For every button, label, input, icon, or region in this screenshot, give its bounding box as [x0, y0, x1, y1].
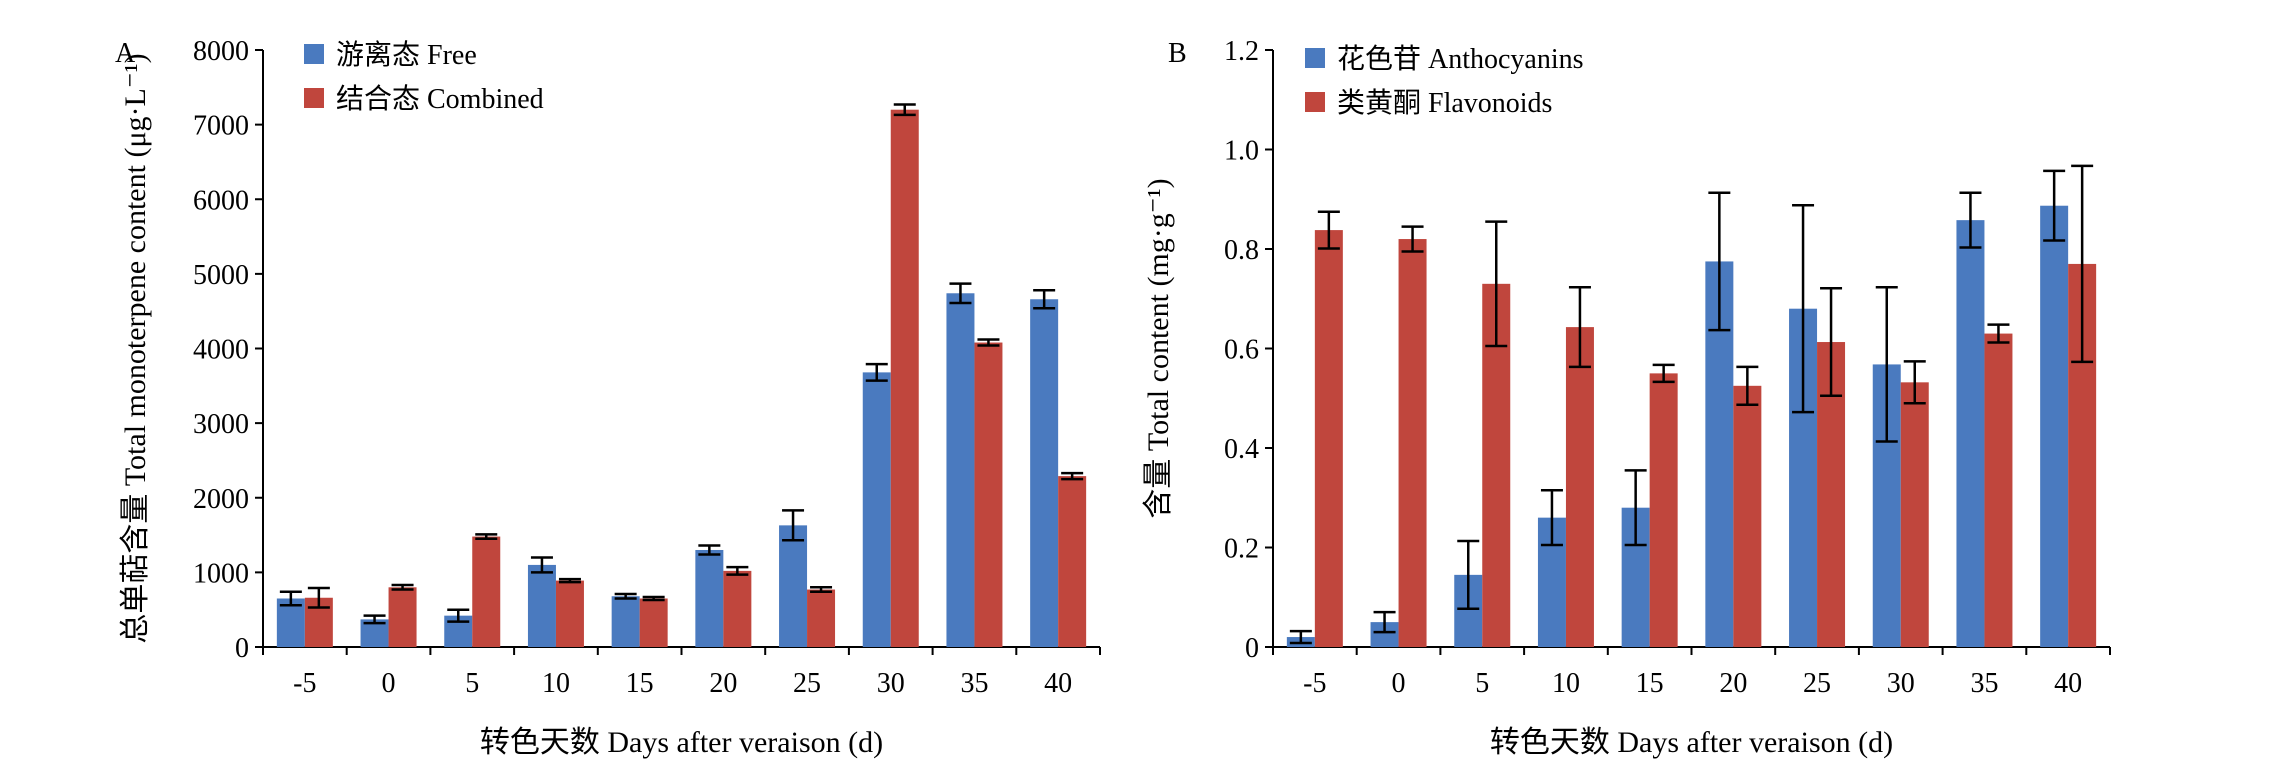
bar: [1314, 230, 1343, 647]
y-tick-label: 0: [1245, 633, 1259, 664]
chart-panel-a: A 0 1000 2000 3000 4000 5000 6000 7000 8000 -5 0 5 10…: [115, 36, 1101, 759]
legend-swatch: [304, 88, 324, 108]
x-tick-label: 0: [1392, 668, 1406, 699]
y-tick-label: 6000: [193, 185, 249, 216]
x-tick-label: -5: [293, 668, 316, 699]
legend-swatch: [1305, 48, 1325, 68]
panel-label: A: [115, 38, 136, 69]
chart-panel-b: B 0 0.2 0.4 0.6 0.8 1.0 1.2 -5 0 5 10 15 20 25 30 35 40 花色…: [1142, 36, 2111, 759]
bar: [1398, 239, 1427, 648]
bar: [779, 525, 808, 647]
bar: [1649, 373, 1678, 647]
y-tick-label: 4000: [193, 335, 249, 366]
bar: [2040, 205, 2069, 647]
x-tick-label: 30: [877, 668, 905, 699]
bar: [1900, 382, 1929, 647]
x-tick-label: 40: [1044, 668, 1072, 699]
x-tick-label: 25: [793, 668, 821, 699]
x-tick-label: 30: [1887, 668, 1915, 699]
bar: [1733, 385, 1762, 647]
bar: [862, 372, 891, 647]
bar: [890, 109, 919, 647]
y-tick-label: 8000: [193, 36, 249, 67]
y-tick-label: 7000: [193, 111, 249, 142]
bar: [974, 342, 1003, 647]
x-tick-label: 5: [1475, 668, 1489, 699]
y-tick-label: 2000: [193, 484, 249, 515]
bar: [1565, 327, 1594, 647]
bar: [611, 596, 640, 647]
y-tick-label: 0.4: [1224, 434, 1259, 465]
x-tick-label: 20: [709, 668, 737, 699]
bar: [1984, 333, 2013, 647]
legend-label: 花色苷 Anthocyanins: [1337, 43, 1584, 75]
x-tick-label: 10: [542, 668, 570, 699]
x-tick-label: 20: [1719, 668, 1747, 699]
y-tick-label: 0: [235, 633, 249, 664]
x-axis-title: 转色天数 Days after veraison (d): [1490, 726, 1893, 759]
legend-label: 结合态 Combined: [336, 83, 544, 115]
bar: [1956, 220, 1985, 647]
bar: [472, 536, 501, 647]
x-tick-label: 40: [2054, 668, 2082, 699]
x-tick-label: 0: [382, 668, 396, 699]
x-tick-label: -5: [1303, 668, 1326, 699]
y-tick-label: 5000: [193, 260, 249, 291]
panel-label: B: [1168, 38, 1187, 69]
legend-swatch: [304, 44, 324, 64]
legend-label: 游离态 Free: [336, 39, 477, 71]
bar: [1058, 476, 1087, 647]
y-tick-label: 1.0: [1224, 136, 1259, 167]
x-tick-label: 5: [465, 668, 479, 699]
bar: [1030, 299, 1059, 647]
y-tick-label: 0.8: [1224, 235, 1259, 266]
x-tick-label: 35: [1970, 668, 1998, 699]
y-tick-label: 3000: [193, 409, 249, 440]
bar: [527, 564, 556, 647]
x-axis-title: 转色天数 Days after veraison (d): [480, 726, 883, 759]
bar: [555, 580, 584, 647]
bar: [639, 598, 668, 647]
x-tick-label: 15: [1636, 668, 1664, 699]
y-tick-label: 0.6: [1224, 335, 1259, 366]
y-axis-title: 含量 Total content (mg·g⁻¹): [1142, 178, 1175, 518]
x-tick-label: 15: [626, 668, 654, 699]
bar: [276, 598, 305, 647]
bar: [388, 587, 417, 647]
x-tick-label: 10: [1552, 668, 1580, 699]
x-tick-label: 25: [1803, 668, 1831, 699]
bar: [695, 549, 724, 647]
y-axis-title: 总单萜含量 Total monoterpene content (μg·L⁻¹): [119, 53, 152, 643]
x-tick-label: 35: [960, 668, 988, 699]
bar: [946, 293, 975, 647]
legend-label: 类黄酮 Flavonoids: [1337, 87, 1552, 119]
y-tick-label: 0.2: [1224, 534, 1259, 565]
y-tick-label: 1.2: [1224, 36, 1259, 67]
bar: [807, 589, 836, 647]
bar: [723, 570, 752, 647]
legend-swatch: [1305, 92, 1325, 112]
y-tick-label: 1000: [193, 558, 249, 589]
